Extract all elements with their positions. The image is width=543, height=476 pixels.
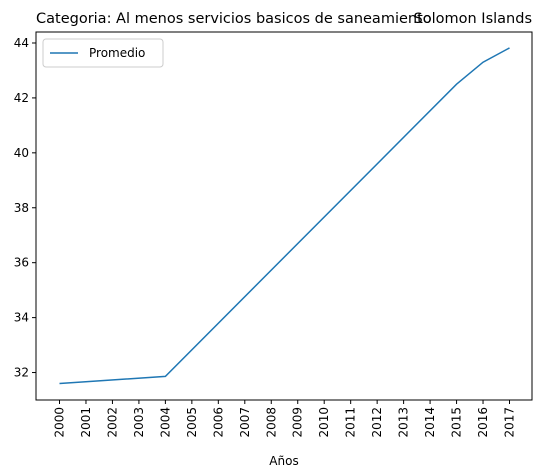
x-tick-label: 2014	[423, 407, 437, 438]
y-tick-label: 32	[14, 366, 29, 380]
legend: Promedio	[42, 38, 164, 68]
x-tick-label: 2010	[317, 407, 331, 438]
x-tick-label: 2005	[185, 407, 199, 438]
x-tick-label: 2015	[450, 407, 464, 438]
x-axis: 2000 2001 2002 2003 2004 2005 2006 2007 2008 2009…	[53, 400, 517, 438]
x-tick-label: 2017	[503, 407, 517, 438]
series-line-promedio	[59, 47, 510, 385]
chart-title: Categoria: Al menos servicios basicos de…	[36, 11, 432, 27]
chart-subtitle-country: Solomon Islands	[414, 11, 532, 27]
x-tick-label: 2002	[105, 407, 119, 438]
x-tick-label: 2011	[344, 407, 358, 438]
series-layer	[59, 47, 510, 385]
x-tick-label: 2000	[53, 407, 67, 438]
x-tick-label: 2004	[158, 407, 172, 438]
y-tick-label: 36	[14, 256, 29, 270]
x-tick-label: 2006	[211, 407, 225, 438]
x-tick-label: 2012	[370, 407, 384, 438]
y-tick-label: 40	[14, 146, 29, 160]
y-tick-label: 34	[14, 311, 29, 325]
x-tick-label: 2007	[238, 407, 252, 438]
x-tick-label: 2008	[264, 407, 278, 438]
x-tick-label: 2009	[291, 407, 305, 438]
y-tick-label: 38	[14, 201, 29, 215]
legend-box	[42, 38, 164, 68]
x-tick-label: 2003	[132, 407, 146, 438]
x-tick-label: 2001	[79, 407, 93, 438]
x-tick-label: 2016	[476, 407, 490, 438]
y-tick-label: 44	[14, 36, 29, 50]
x-axis-label: Años	[269, 454, 298, 468]
y-axis: 32 34 36 38 40 42 44	[14, 36, 36, 380]
legend-label: Promedio	[89, 46, 145, 60]
x-tick-label: 2013	[397, 407, 411, 438]
plot-area	[35, 31, 533, 401]
y-tick-label: 42	[14, 91, 29, 105]
